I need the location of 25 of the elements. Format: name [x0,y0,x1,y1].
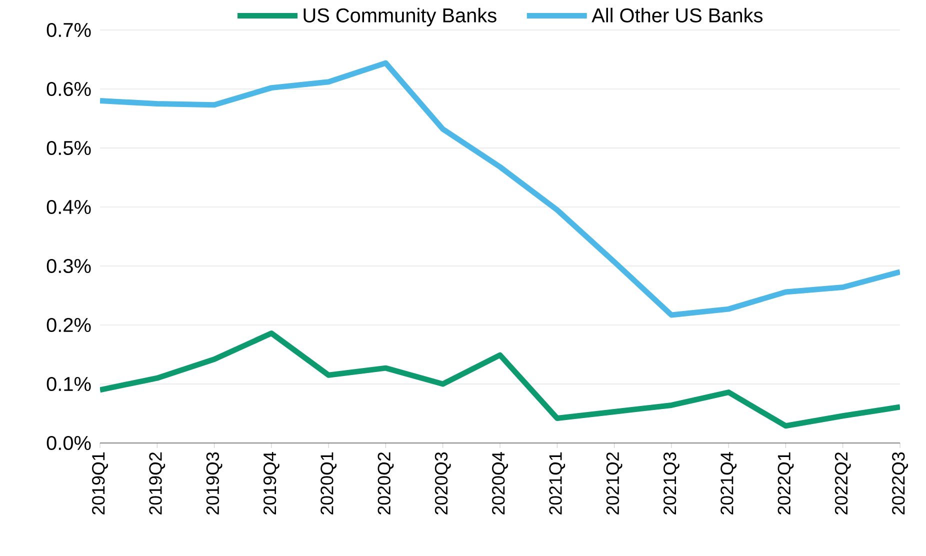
x-tick-label: 2019Q3 [206,452,222,514]
x-tick-label: 2019Q1 [92,452,108,514]
x-tick-label: 2020Q4 [492,452,508,514]
x-tick-label: 2021Q4 [720,452,737,514]
y-tick-label: 0.4% [46,200,91,214]
x-tick-label: 2021Q3 [663,452,680,514]
x-tick-label: 2022Q3 [892,452,908,514]
y-tick-label: 0.3% [46,258,91,274]
x-tick-label: 2020Q1 [320,452,337,514]
y-tick-label: 0.5% [46,140,91,156]
x-tick-label: 2020Q2 [378,452,394,514]
y-tick-label: 0.6% [46,82,91,96]
y-tick-label: 0.7% [46,22,91,38]
y-tick-label: 0.2% [46,318,91,332]
y-tick-label: 0.1% [46,376,91,392]
legend-label: All Other US Banks [592,8,762,22]
x-tick-label: 2021Q2 [606,452,622,514]
x-tick-label: 2021Q1 [549,452,566,514]
x-tick-label: 2022Q1 [778,452,794,514]
x-tick-label: 2019Q2 [149,452,166,514]
x-tick-label: 2022Q2 [834,452,851,514]
x-tick-label: 2019Q4 [263,452,280,514]
x-tick-label: 2020Q3 [434,452,451,514]
legend-label: US Community Banks [304,8,496,26]
y-tick-label: 0.0% [46,436,91,450]
